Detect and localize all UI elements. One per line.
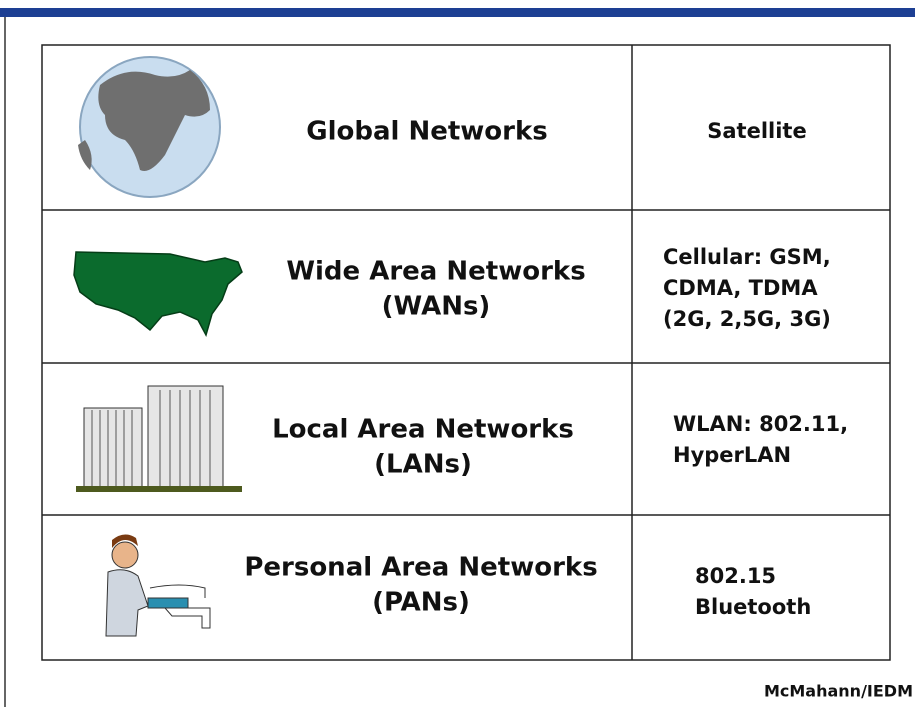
network-name: Local Area Networks — [272, 415, 574, 445]
network-name: Personal Area Networks — [244, 553, 597, 583]
technology: Satellite — [707, 119, 806, 143]
technology: CDMA, TDMA — [663, 276, 818, 300]
network-name: (LANs) — [374, 450, 472, 480]
table-grid — [41, 44, 891, 661]
top-bar — [0, 8, 915, 17]
technology: (2G, 2,5G, 3G) — [663, 307, 831, 331]
credit: McMahann/IEDM — [764, 682, 913, 701]
network-name: (WANs) — [382, 292, 491, 322]
technology: Cellular: GSM, — [663, 245, 831, 269]
technology: WLAN: 802.11, — [673, 412, 848, 436]
globe-icon — [78, 56, 221, 198]
technology: HyperLAN — [673, 443, 791, 467]
technology: Bluetooth — [695, 595, 811, 619]
network-name: (PANs) — [372, 588, 470, 618]
person-icon — [105, 534, 211, 637]
technology: 802.15 — [695, 564, 776, 588]
network-name: Global Networks — [306, 117, 548, 147]
network-name: Wide Area Networks — [286, 257, 585, 287]
buildings-icon — [76, 385, 242, 492]
us-map-icon — [73, 251, 243, 337]
